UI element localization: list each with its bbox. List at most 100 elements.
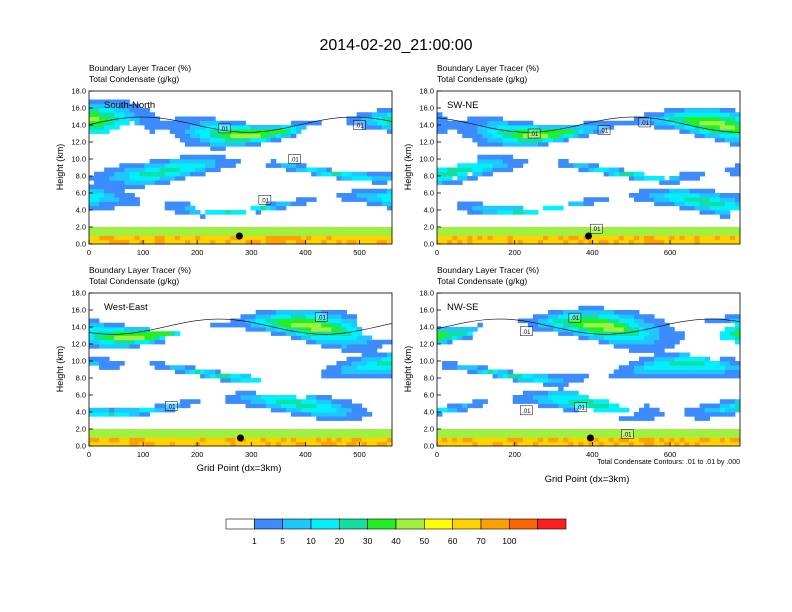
heatmap-cell bbox=[230, 142, 236, 147]
heatmap-cell bbox=[734, 201, 741, 207]
heatmap-cell bbox=[734, 120, 741, 126]
heatmap-cell bbox=[210, 142, 216, 147]
heatmap-cell bbox=[225, 399, 231, 404]
heatmap-cell bbox=[437, 125, 443, 130]
heatmap-cell bbox=[356, 227, 363, 232]
heatmap-cell bbox=[371, 352, 378, 358]
heatmap-cell bbox=[220, 429, 226, 434]
heatmap-cell bbox=[573, 163, 579, 168]
heatmap-cell bbox=[644, 361, 650, 366]
heatmap-cell bbox=[633, 429, 640, 434]
heatmap-cell bbox=[649, 416, 655, 421]
heatmap-cell bbox=[558, 205, 564, 211]
heatmap-cell bbox=[336, 361, 342, 366]
heatmap-cell bbox=[89, 322, 95, 328]
heatmap-cell bbox=[628, 322, 635, 328]
heatmap-cell bbox=[628, 433, 635, 438]
heatmap-cell bbox=[255, 239, 262, 245]
heatmap-cell bbox=[331, 235, 337, 241]
heatmap-cell bbox=[134, 429, 140, 434]
heatmap-cell bbox=[442, 327, 448, 332]
heatmap-cell bbox=[144, 180, 150, 185]
heatmap-cell bbox=[235, 129, 241, 134]
heatmap-cell bbox=[507, 239, 514, 245]
heatmap-cell bbox=[522, 390, 529, 396]
heatmap-cell bbox=[724, 210, 731, 215]
heatmap-cell bbox=[492, 441, 498, 447]
heatmap-cell bbox=[492, 235, 498, 241]
heatmap-cell bbox=[139, 433, 145, 438]
heatmap-cell bbox=[306, 314, 312, 319]
heatmap-cell bbox=[573, 378, 579, 383]
heatmap-cell bbox=[326, 227, 332, 232]
heatmap-cell bbox=[719, 356, 726, 362]
heatmap-cell bbox=[200, 154, 206, 160]
heatmap-cell bbox=[336, 339, 342, 345]
heatmap-cell bbox=[502, 205, 509, 211]
location-marker bbox=[235, 232, 243, 240]
heatmap-cell bbox=[366, 239, 373, 245]
heatmap-cell bbox=[260, 395, 267, 400]
heatmap-cell bbox=[583, 399, 589, 404]
heatmap-cell bbox=[714, 437, 721, 443]
heatmap-cell bbox=[164, 180, 171, 185]
heatmap-cell bbox=[260, 227, 267, 232]
heatmap-cell bbox=[442, 437, 448, 443]
heatmap-cell bbox=[306, 437, 312, 443]
heatmap-cell bbox=[623, 239, 630, 245]
heatmap-cell bbox=[724, 335, 731, 341]
heatmap-cell bbox=[149, 231, 156, 236]
heatmap-cell bbox=[492, 433, 498, 438]
heatmap-cell bbox=[578, 441, 584, 447]
heatmap-cell bbox=[195, 429, 201, 434]
heatmap-cell bbox=[598, 310, 605, 315]
heatmap-cell bbox=[94, 239, 100, 245]
heatmap-cell bbox=[633, 314, 640, 319]
heatmap-cell bbox=[603, 429, 610, 434]
plot-area: 0 100 200 300 400 5000.02.04.06.08.010.012.01… bbox=[71, 289, 393, 459]
heatmap-cell bbox=[129, 407, 135, 413]
heatmap-cell bbox=[734, 429, 741, 434]
heatmap-cell bbox=[361, 369, 368, 375]
heatmap-cell bbox=[190, 116, 196, 122]
heatmap-cell bbox=[649, 373, 655, 379]
heatmap-cell bbox=[679, 197, 685, 202]
heatmap-cell bbox=[618, 235, 625, 241]
heatmap-cell bbox=[164, 365, 171, 370]
heatmap-cell bbox=[724, 437, 731, 443]
contour-label: .01 bbox=[592, 227, 601, 233]
heatmap-cell bbox=[245, 314, 251, 319]
heatmap-cell bbox=[351, 188, 358, 194]
heatmap-cell bbox=[154, 365, 161, 370]
heatmap-cell bbox=[684, 412, 690, 417]
heatmap-cell bbox=[169, 159, 176, 164]
heatmap-cell bbox=[532, 137, 539, 143]
heatmap-cell bbox=[543, 437, 549, 443]
heatmap-cell bbox=[361, 407, 368, 413]
heatmap-cell bbox=[689, 441, 695, 447]
heatmap-cell bbox=[326, 433, 332, 438]
heatmap-cell bbox=[472, 369, 478, 375]
heatmap-cell bbox=[603, 399, 610, 404]
heatmap-cell bbox=[588, 403, 594, 409]
heatmap-cell bbox=[724, 197, 731, 202]
heatmap-cell bbox=[543, 227, 549, 232]
heatmap-cell bbox=[159, 125, 166, 130]
heatmap-cell bbox=[477, 235, 483, 241]
heatmap-cell bbox=[729, 129, 736, 134]
heatmap-cell bbox=[659, 352, 665, 358]
heatmap-cell bbox=[346, 235, 352, 241]
heatmap-cell bbox=[442, 231, 448, 236]
heatmap-cell bbox=[306, 239, 312, 245]
heatmap-cell bbox=[99, 433, 105, 438]
heatmap-cell bbox=[235, 159, 241, 164]
heatmap-cell bbox=[679, 120, 685, 126]
heatmap-cell bbox=[386, 352, 393, 358]
heatmap-cell bbox=[134, 184, 140, 190]
x-tick-label: 500 bbox=[353, 248, 366, 257]
heatmap-cell bbox=[255, 133, 262, 139]
heatmap-cell bbox=[522, 137, 529, 143]
heatmap-cell bbox=[296, 239, 302, 245]
heatmap-cell bbox=[351, 314, 358, 319]
heatmap-cell bbox=[255, 235, 262, 241]
